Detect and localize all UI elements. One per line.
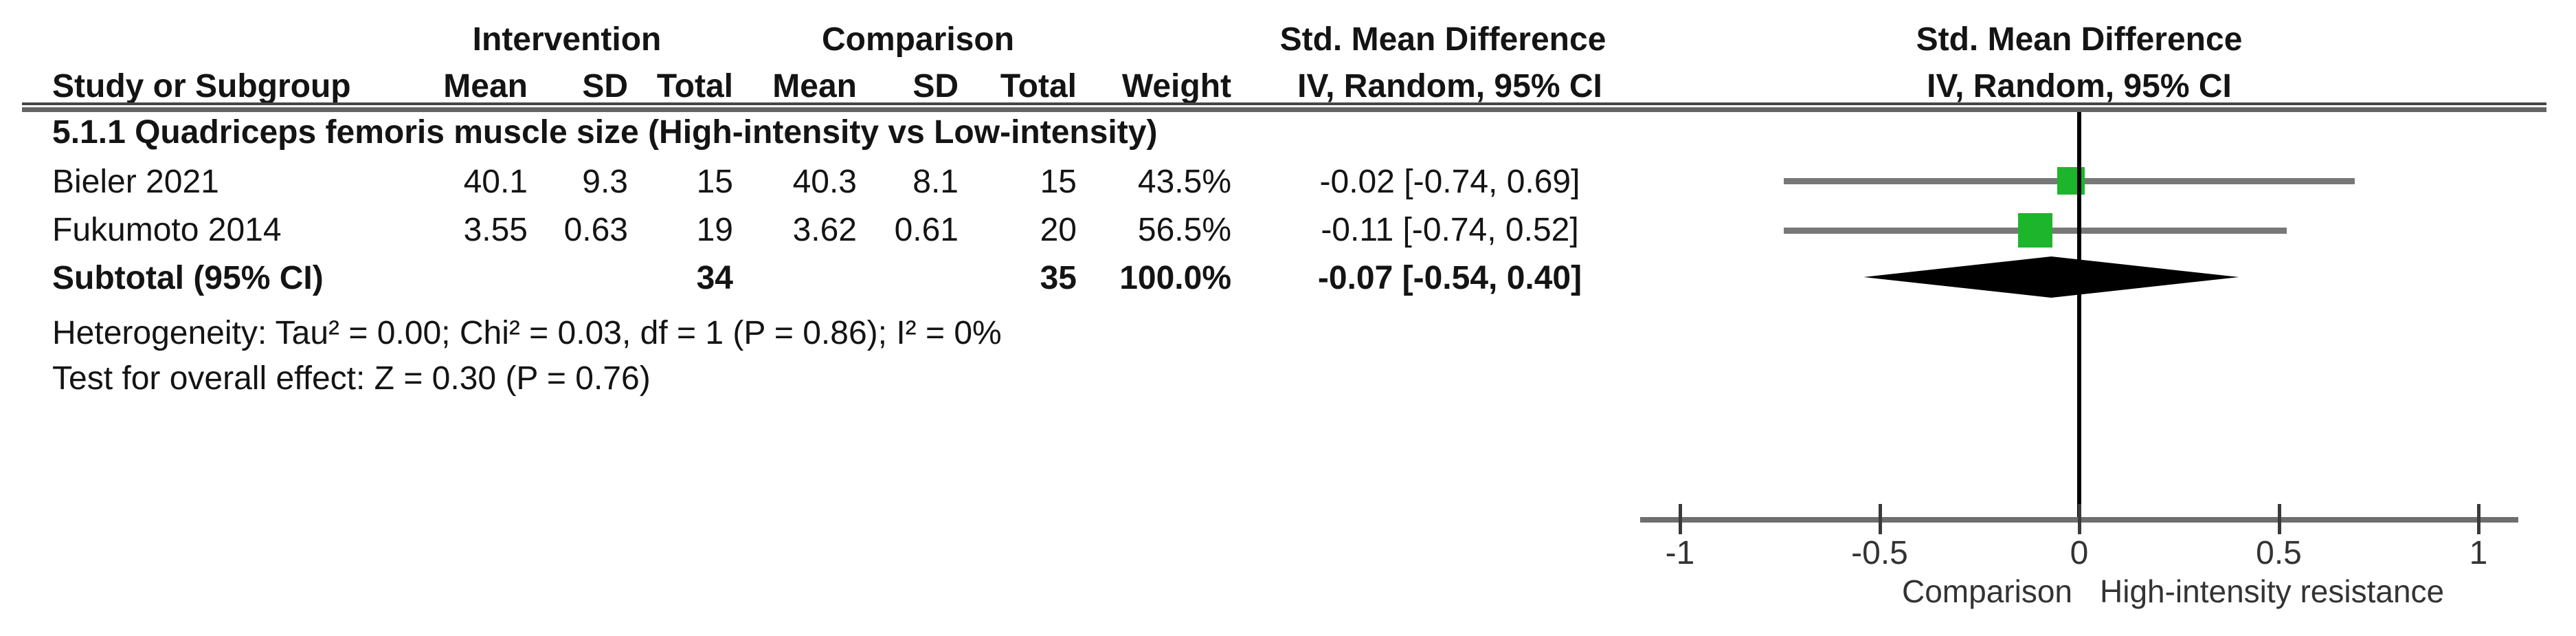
effect-value: -0.02 [-0.74, 0.69] <box>1319 164 1580 200</box>
col-header-weight: Weight <box>1121 68 1231 105</box>
zero-line <box>2077 112 2081 520</box>
total-comp: 15 <box>1040 164 1077 200</box>
header-columns-row: Study or Subgroup Mean SD Total Mean SD … <box>0 67 2576 106</box>
subtotal-diamond <box>1863 256 2239 298</box>
overall-effect-row: Test for overall effect: Z = 0.30 (P = 0… <box>0 360 2576 398</box>
total-int: 19 <box>696 212 733 248</box>
header-comparison: Comparison <box>821 21 1015 58</box>
header-effect-title: Std. Mean Difference <box>1279 21 1606 58</box>
x-axis-label-right: High-intensity resistance <box>2100 573 2445 609</box>
header-intervention: Intervention <box>472 21 662 58</box>
col-header-study: Study or Subgroup <box>52 68 351 105</box>
sd-comp: 8.1 <box>912 164 959 200</box>
x-axis-tick-label: 1 <box>2469 535 2488 571</box>
header-group-row: Intervention Comparison Std. Mean Differ… <box>0 21 2576 59</box>
subgroup-title: 5.1.1 Quadriceps femoris muscle size (Hi… <box>52 114 1158 151</box>
sd-comp: 0.61 <box>894 212 959 248</box>
mean-comp: 3.62 <box>792 212 857 248</box>
col-header-total-comp: Total <box>1000 68 1077 105</box>
sd-int: 9.3 <box>582 164 628 200</box>
x-axis-tick-label: -1 <box>1665 535 1695 571</box>
table-row: Bieler 2021 40.1 9.3 15 40.3 8.1 15 43.5… <box>0 163 2576 201</box>
total-comp: 20 <box>1040 212 1077 248</box>
x-axis-tick-label: 0 <box>2070 535 2089 571</box>
col-header-effect-model: IV, Random, 95% CI <box>1297 68 1602 105</box>
study-name: Bieler 2021 <box>52 164 219 200</box>
effect-value: -0.11 [-0.74, 0.52] <box>1321 212 1579 248</box>
table-row: Fukumoto 2014 3.55 0.63 19 3.62 0.61 20 … <box>0 211 2576 250</box>
subtotal-total-comp: 35 <box>1040 260 1077 296</box>
subtotal-label: Subtotal (95% CI) <box>52 260 324 296</box>
x-axis-tick <box>1878 504 1882 534</box>
x-axis-tick-label: 0.5 <box>2256 535 2302 571</box>
col-header-mean-int: Mean <box>443 68 528 105</box>
col-header-sd-int: SD <box>582 68 628 105</box>
sd-int: 0.63 <box>563 212 628 248</box>
mean-int: 3.55 <box>463 212 528 248</box>
effect-square <box>2018 213 2053 248</box>
col-header-total-int: Total <box>656 68 733 105</box>
header-plot-title: Std. Mean Difference <box>1916 21 2243 58</box>
overall-effect-text: Test for overall effect: Z = 0.30 (P = 0… <box>52 360 651 397</box>
col-header-mean-comp: Mean <box>772 68 857 105</box>
col-header-plot-model: IV, Random, 95% CI <box>1927 68 2232 105</box>
subtotal-row: Subtotal (95% CI) 34 35 100.0% -0.07 [-0… <box>0 259 2576 298</box>
x-axis-tick <box>2277 504 2281 534</box>
study-name: Fukumoto 2014 <box>52 212 282 248</box>
total-int: 15 <box>696 164 733 200</box>
heterogeneity-row: Heterogeneity: Tau² = 0.00; Chi² = 0.03,… <box>0 314 2576 353</box>
subtotal-weight: 100.0% <box>1119 260 1231 296</box>
mean-comp: 40.3 <box>792 164 857 200</box>
col-header-sd-comp: SD <box>912 68 959 105</box>
header-separator <box>22 102 2546 112</box>
weight: 43.5% <box>1137 164 1231 200</box>
x-axis-tick <box>1679 504 1682 534</box>
x-axis-tick <box>2477 504 2480 534</box>
subtotal-effect-value: -0.07 [-0.54, 0.40] <box>1317 260 1582 296</box>
subtotal-total-int: 34 <box>696 260 733 296</box>
x-axis-tick-label: -0.5 <box>1851 535 1908 571</box>
mean-int: 40.1 <box>463 164 528 200</box>
x-axis-label-left: Comparison <box>1902 573 2072 609</box>
x-axis-tick <box>2078 504 2081 534</box>
heterogeneity-text: Heterogeneity: Tau² = 0.00; Chi² = 0.03,… <box>52 315 1002 351</box>
weight: 56.5% <box>1137 212 1231 248</box>
subgroup-row: 5.1.1 Quadriceps femoris muscle size (Hi… <box>0 113 2576 152</box>
